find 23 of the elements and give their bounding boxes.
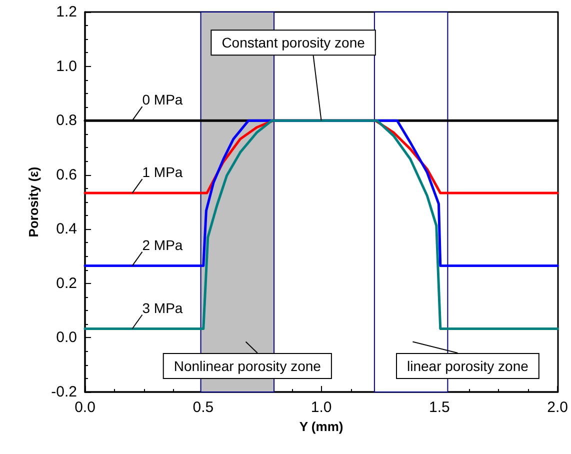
line-series	[84, 119, 559, 330]
y-tick-label: 0.8	[56, 112, 77, 130]
band-label: linear porosity zone	[406, 358, 529, 374]
y-tick-label: 0.4	[56, 220, 77, 238]
y-tick-label: 1.0	[56, 58, 77, 75]
y-tick-label: 1.2	[56, 4, 77, 20]
x-tick-label: 2.0	[547, 399, 568, 416]
y-axis-title: Porosity (ε)	[26, 166, 41, 238]
x-tick-label: 1.5	[429, 399, 450, 416]
series-label: 2 MPa	[142, 236, 183, 253]
series-label: 0 MPa	[142, 92, 183, 108]
x-axis-title: Y (mm)	[299, 419, 344, 434]
y-tick-label: 0.6	[56, 166, 77, 184]
band-label: Nonlinear porosity zone	[174, 358, 322, 374]
series-label: 1 MPa	[142, 164, 183, 180]
x-tick-label: 1.0	[310, 399, 332, 416]
y-tick-label: -0.2	[51, 384, 77, 400]
y-tick-label: 0.2	[56, 274, 77, 292]
x-tick-label: 0.5	[192, 399, 214, 416]
y-tick-label: 0.0	[56, 329, 77, 346]
series-label: 3 MPa	[142, 300, 183, 316]
x-tick-label: 0.0	[74, 399, 96, 416]
annotation: Constant porosity zone	[222, 34, 366, 51]
